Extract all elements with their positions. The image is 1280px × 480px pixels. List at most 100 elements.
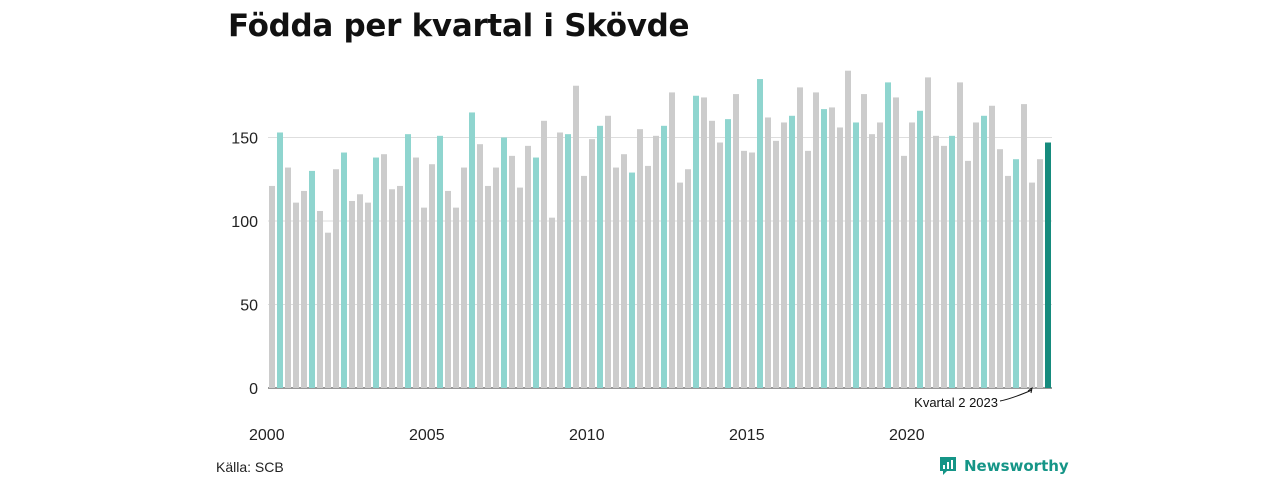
bar (789, 115, 795, 388)
bar (557, 132, 563, 388)
annotation: Kvartal 2 2023 (914, 386, 1033, 410)
y-tick-label: 100 (231, 214, 258, 231)
x-tick-label: 2010 (569, 427, 605, 444)
bar (525, 145, 531, 388)
bar (733, 94, 739, 388)
bar (445, 190, 451, 388)
bar (325, 232, 331, 388)
bar (941, 145, 947, 388)
bar (837, 127, 843, 388)
bar (965, 160, 971, 388)
source-note: Källa: SCB (216, 459, 284, 475)
bar (461, 167, 467, 388)
bar (421, 207, 427, 388)
bar (429, 164, 435, 388)
annotation-arrow (999, 389, 1033, 402)
bar (973, 122, 979, 388)
annotation-label: Kvartal 2 2023 (914, 395, 998, 410)
bar (909, 122, 915, 388)
bar (813, 92, 819, 388)
bar (685, 169, 691, 388)
bar (765, 117, 771, 389)
bar (349, 200, 355, 388)
bar (653, 135, 659, 388)
bar (493, 167, 499, 388)
bar (917, 110, 923, 388)
bar (581, 175, 587, 388)
bar (285, 167, 291, 388)
bar (717, 142, 723, 388)
bar (773, 140, 779, 388)
bar (573, 85, 579, 388)
bar (341, 152, 347, 388)
bar (949, 135, 955, 388)
bar (1013, 159, 1019, 388)
bar (957, 82, 963, 388)
bar (1021, 104, 1027, 388)
bar (805, 150, 811, 388)
bar (453, 207, 459, 388)
bar (1045, 142, 1051, 388)
bar (725, 119, 731, 388)
bar (885, 82, 891, 388)
bar (693, 95, 699, 388)
bars (269, 70, 1051, 389)
bar (541, 120, 547, 389)
bar (389, 189, 395, 388)
bar (405, 134, 411, 388)
bar (333, 169, 339, 388)
bar (357, 194, 363, 388)
bar (645, 165, 651, 388)
bar (661, 125, 667, 388)
bar (477, 144, 483, 388)
bar (397, 185, 403, 388)
bar (413, 157, 419, 388)
x-tick-label: 2005 (409, 427, 445, 444)
bar (1005, 175, 1011, 388)
bar (893, 97, 899, 389)
bar (877, 122, 883, 388)
bar (989, 105, 995, 389)
bar (853, 122, 859, 388)
bar (821, 109, 827, 389)
bar (365, 202, 371, 388)
bar (469, 112, 475, 388)
bar (605, 115, 611, 388)
bar (797, 87, 803, 389)
bar (589, 139, 595, 388)
bar (293, 202, 299, 388)
y-tick-label: 150 (231, 131, 258, 148)
x-tick-label: 2015 (729, 427, 765, 444)
bar (669, 92, 675, 388)
bar (621, 154, 627, 388)
bar (437, 135, 443, 388)
bar (269, 185, 275, 388)
bar (749, 152, 755, 388)
x-tick-label: 2000 (249, 427, 285, 444)
bar (277, 132, 283, 388)
bar (549, 217, 555, 388)
bar (781, 122, 787, 388)
bar (829, 107, 835, 388)
bar (517, 187, 523, 388)
bar (373, 157, 379, 388)
bar (381, 154, 387, 388)
bar (709, 120, 715, 389)
bar (901, 155, 907, 388)
bar (613, 167, 619, 388)
y-axis-ticks: 0 50 100 150 (231, 131, 258, 399)
bar (565, 134, 571, 388)
bar (997, 149, 1003, 388)
bar (1029, 182, 1035, 388)
x-tick-label: 2020 (889, 427, 925, 444)
bar (869, 134, 875, 388)
y-tick-label: 0 (249, 381, 258, 398)
brand-logo[interactable]: Newsworthy (938, 456, 1069, 476)
bar (861, 94, 867, 388)
bar (501, 137, 507, 388)
bar (701, 97, 707, 389)
newsworthy-logo-icon (940, 457, 956, 475)
bar (981, 115, 987, 388)
chart-title: Födda per kvartal i Skövde (228, 8, 690, 44)
